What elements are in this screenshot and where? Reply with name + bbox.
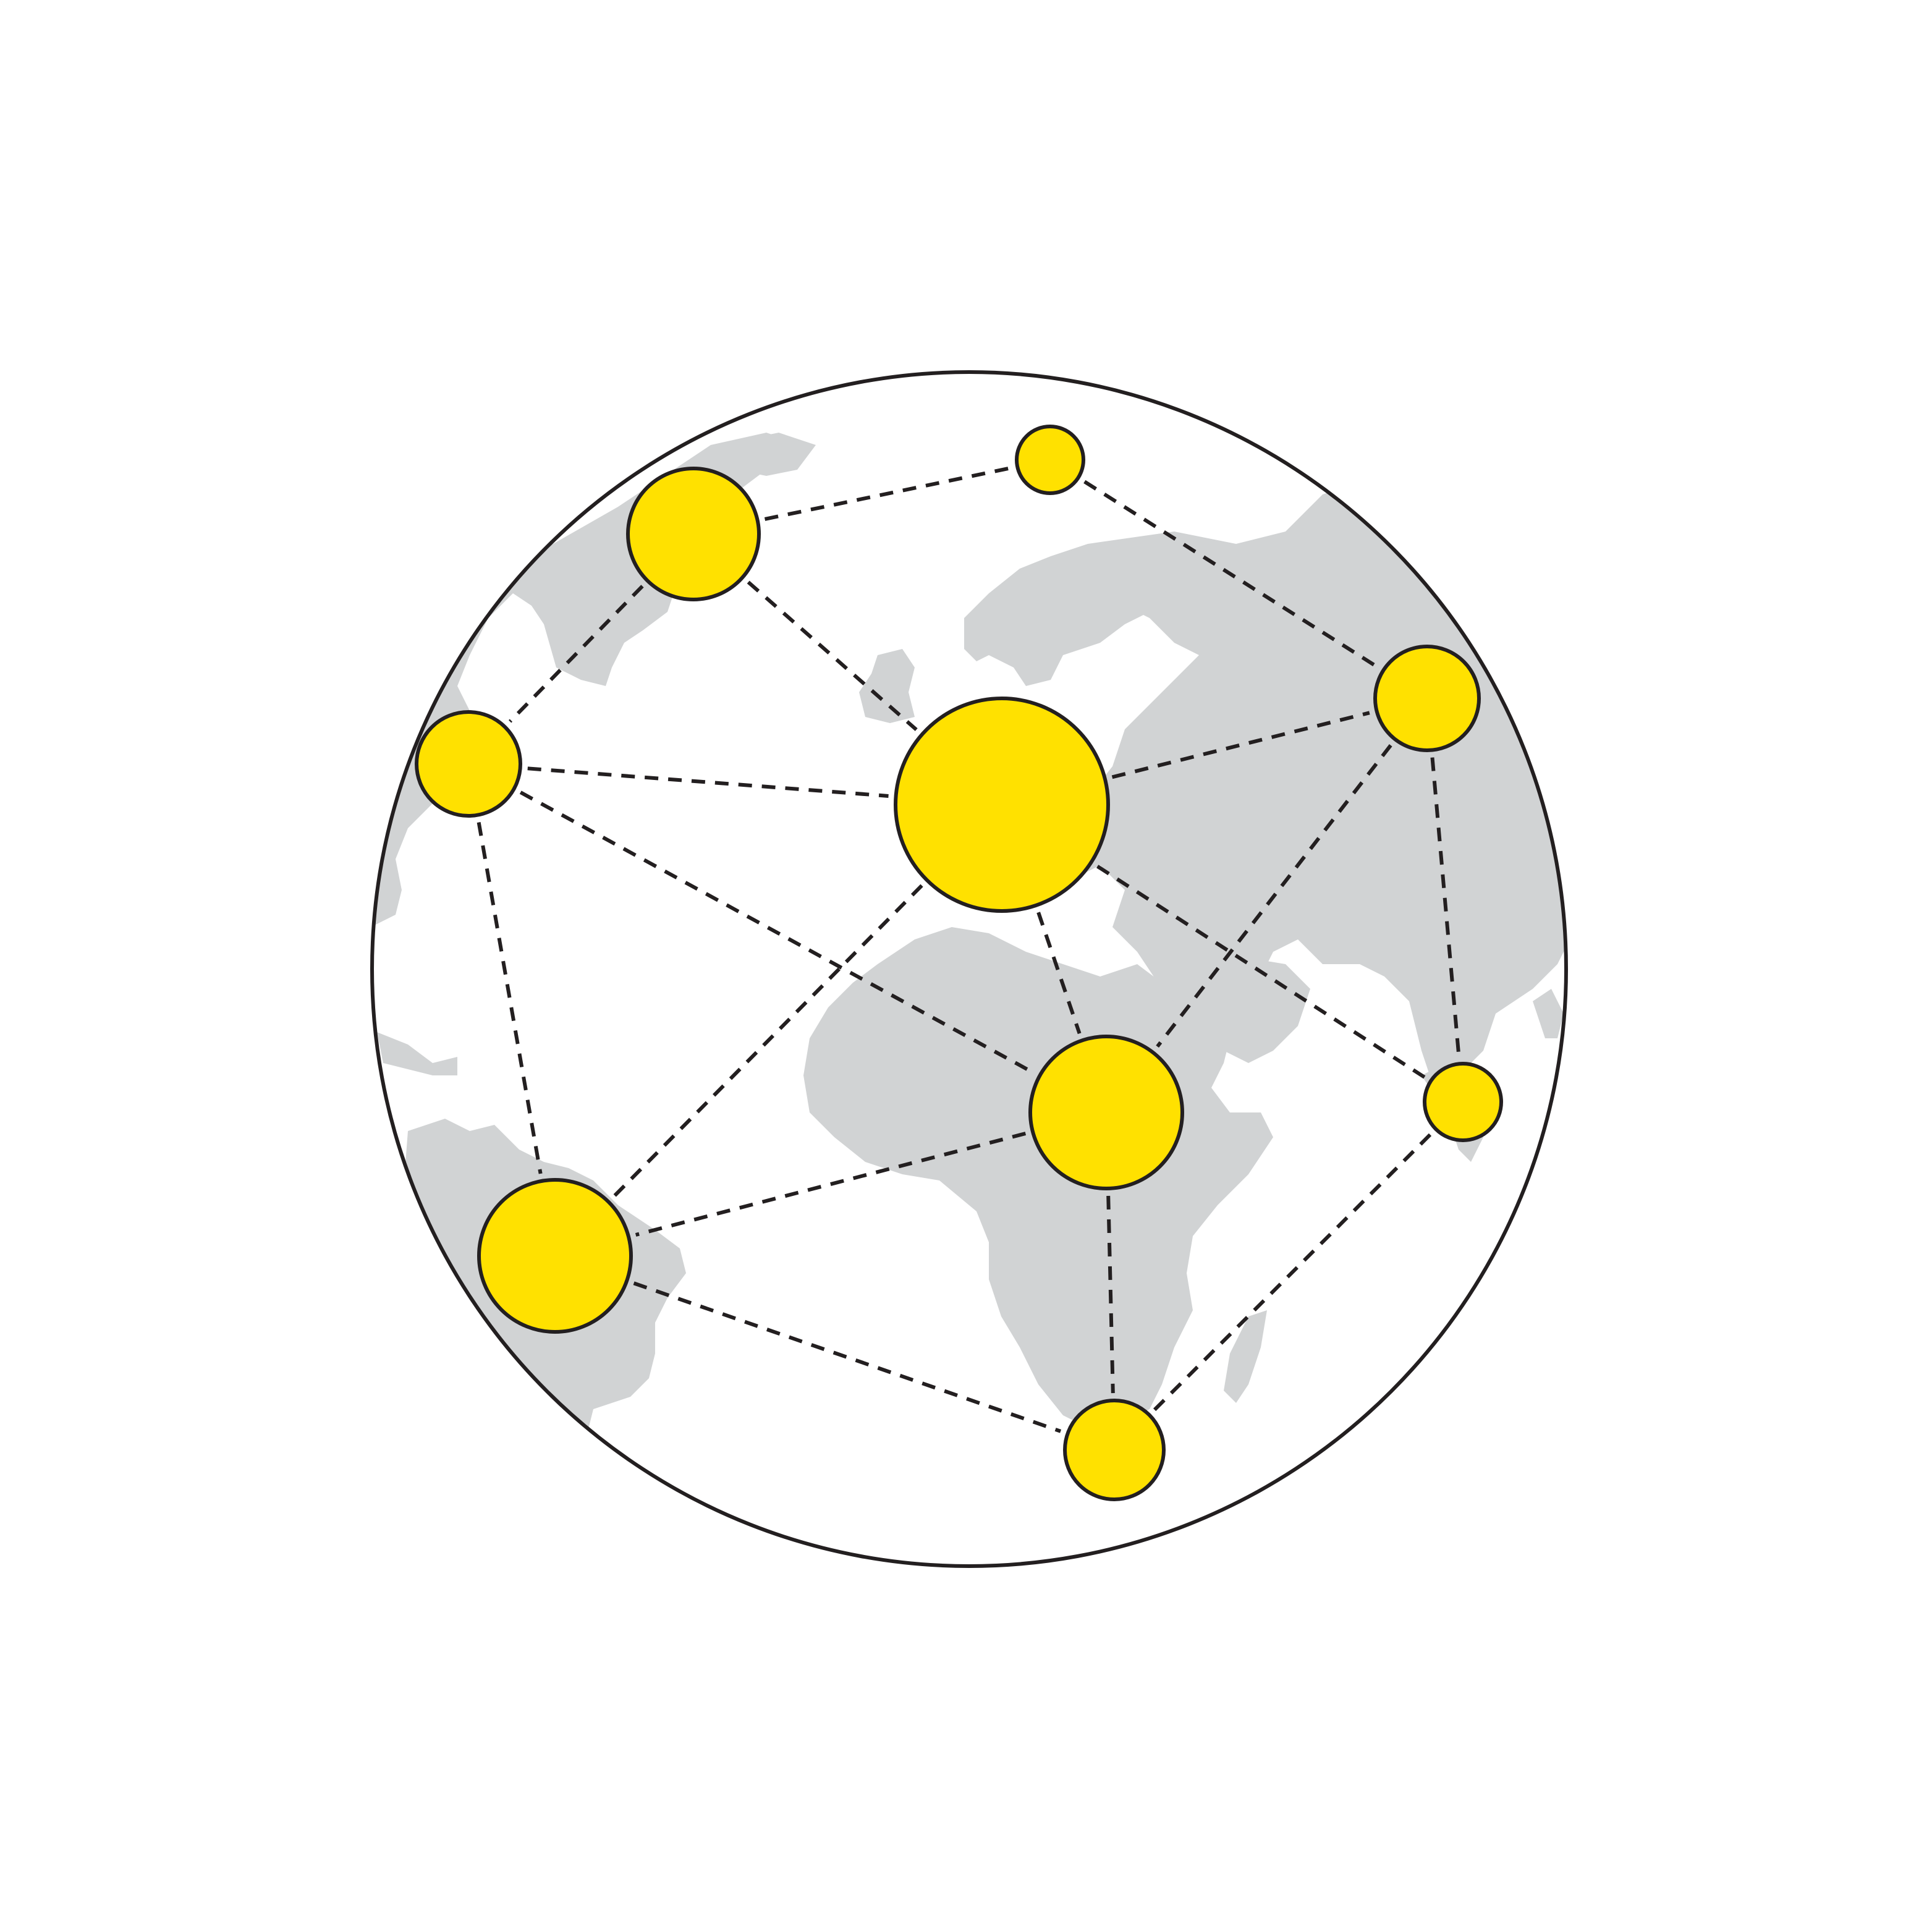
connection-asia-to-southeast-asia [1430,757,1461,1057]
connection-north-america-north-to-north-america-west [508,585,644,723]
landmass-madagascar [1224,1310,1267,1403]
landmass-british-isles [859,649,915,723]
landmass-arabia-india [1211,958,1310,1063]
node-north-america-north [626,467,761,601]
network-connections [477,466,1461,1433]
node-africa [1028,1035,1184,1190]
node-europe [894,697,1110,913]
connection-south-america-to-south-africa [633,1281,1062,1433]
connection-north-america-west-to-africa [519,790,1034,1074]
node-greenland [1015,425,1085,495]
connection-north-america-west-to-south-america [477,822,543,1174]
connection-asia-to-africa [1156,744,1392,1048]
connection-africa-to-south-africa [1106,1195,1115,1394]
node-north-america-west [415,710,522,818]
connection-south-africa-to-southeast-asia [1153,1133,1432,1412]
connection-north-america-west-to-europe [527,766,889,798]
landmass-africa [803,927,1273,1428]
landmass-central-america [377,1032,457,1075]
connection-europe-to-africa [1036,912,1082,1035]
globe-outline [370,370,1568,1568]
connection-north-america-north-to-greenland [764,466,1010,521]
landmass-north-america [372,433,803,927]
network-nodes [415,425,1503,1501]
node-south-america [477,1178,633,1334]
node-southeast-asia [1423,1062,1503,1142]
connection-europe-to-south-america [612,884,923,1198]
connection-africa-to-south-america [635,1132,1027,1237]
connection-europe-to-asia [1111,711,1370,779]
node-asia [1373,645,1481,752]
connection-europe-to-southeast-asia [1096,865,1426,1079]
connection-greenland-to-asia [1083,480,1378,669]
landmass-greenland [717,433,816,476]
landmass-japan [1533,989,1564,1038]
node-south-africa [1063,1399,1166,1501]
